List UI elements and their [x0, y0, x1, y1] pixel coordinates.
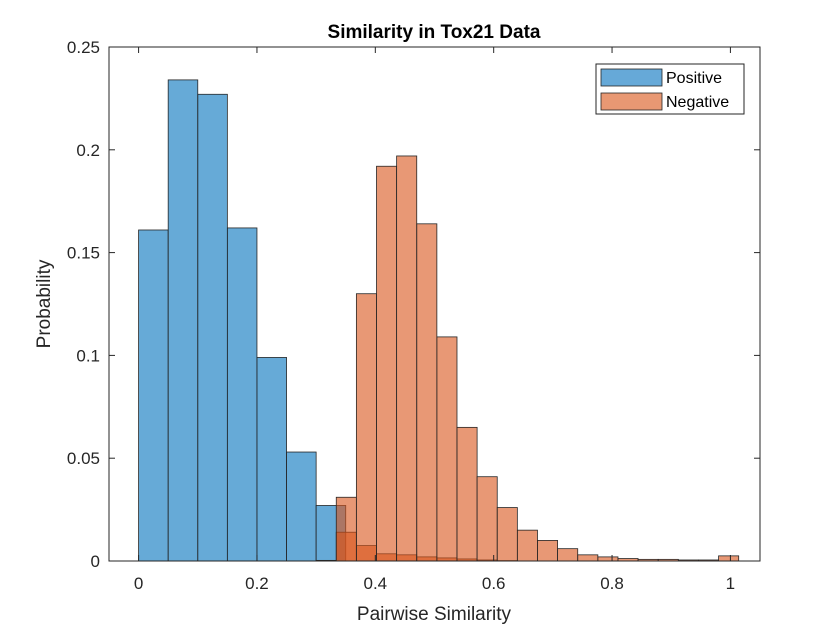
x-tick-label-0: 0 — [134, 574, 143, 593]
negative-bar-1 — [355, 293, 377, 562]
chart-title: Similarity in Tox21 Data — [328, 22, 541, 43]
negative-bar-4 — [416, 223, 438, 562]
negative-bar-6 — [456, 426, 478, 562]
negative-bar-7 — [476, 476, 498, 562]
positive-bar-0 — [138, 229, 169, 562]
y-tick-label-5: 0.25 — [67, 38, 100, 57]
y-axis-label: Probability — [34, 259, 55, 348]
negative-bar-2 — [376, 165, 398, 562]
y-tick-label-4: 0.2 — [76, 141, 100, 160]
legend-label-negative: Negative — [666, 94, 729, 111]
x-axis-ticks: 0 0.2 0.4 0.6 0.8 1 — [134, 47, 735, 593]
y-tick-label-2: 0.1 — [76, 346, 100, 365]
y-tick-label-1: 0.05 — [67, 449, 100, 468]
y-axis-ticks: 0 0.05 0.1 0.15 0.2 0.25 — [67, 38, 760, 571]
negative-bar-11 — [557, 548, 579, 562]
x-tick-label-5: 1 — [726, 574, 735, 593]
positive-series — [138, 79, 347, 562]
plot-area-border — [108, 46, 761, 562]
x-tick-label-3: 0.6 — [482, 574, 506, 593]
x-tick-label-2: 0.4 — [363, 574, 387, 593]
negative-bar-13 — [597, 556, 619, 562]
negative-series — [335, 155, 740, 562]
negative-bar-0 — [335, 496, 357, 562]
x-tick-label-4: 0.8 — [600, 574, 624, 593]
positive-bar-3 — [226, 227, 258, 562]
legend-swatch-negative — [600, 92, 663, 111]
positive-bar-4 — [256, 357, 287, 562]
negative-bar-12 — [577, 554, 599, 562]
negative-bar-9 — [516, 529, 538, 562]
positive-bar-5 — [286, 451, 317, 562]
negative-bar-19 — [718, 555, 740, 562]
legend-swatch-positive — [600, 68, 663, 87]
negative-bar-3 — [396, 155, 418, 562]
x-axis-label: Pairwise Similarity — [357, 604, 512, 625]
negative-bar-5 — [436, 336, 458, 562]
y-tick-label-0: 0 — [91, 552, 100, 571]
y-tick-label-3: 0.15 — [67, 244, 100, 263]
positive-bar-1 — [167, 79, 199, 562]
legend-label-positive: Positive — [666, 70, 722, 87]
negative-bar-10 — [537, 540, 558, 562]
negative-bar-8 — [496, 507, 518, 562]
x-tick-label-1: 0.2 — [245, 574, 269, 593]
positive-bar-2 — [197, 93, 228, 562]
legend: Positive Negative — [595, 63, 745, 115]
